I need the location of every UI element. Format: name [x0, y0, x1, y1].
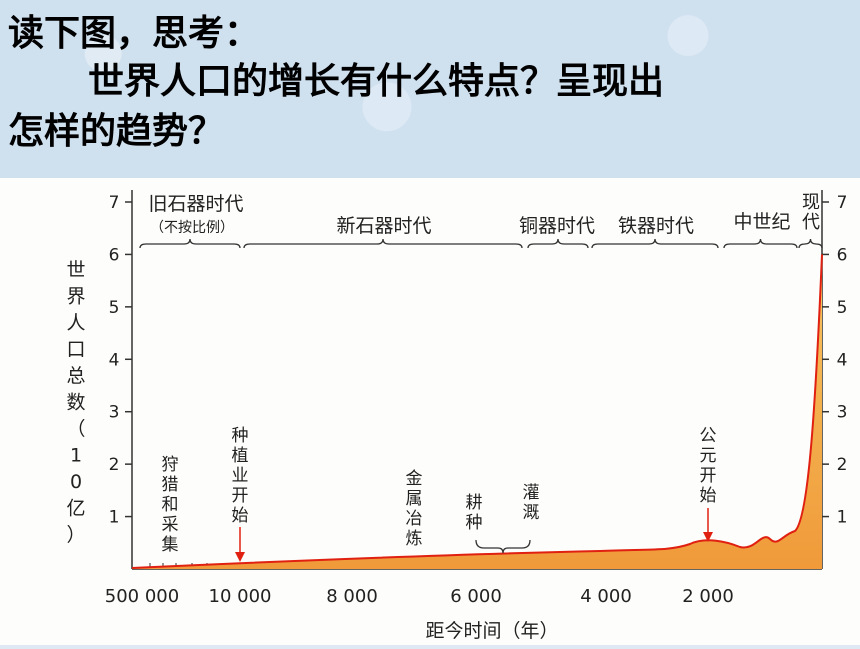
annotation-cultivation-char: 耕	[466, 493, 483, 513]
annotation-metal-smelting-char: 炼	[406, 529, 423, 549]
population-chart: 1 1 2 2 3 3 4 4 5 5 6 6 7 7 500 000 10 000 8 000 6 000 4 0…	[0, 178, 860, 645]
y-axis-title-char: 数	[66, 392, 85, 414]
y-tick-label-right: 5	[837, 298, 848, 318]
annotation-hunting-char: 狩	[162, 455, 179, 475]
era-label: 现代	[802, 192, 820, 233]
era-brace	[527, 238, 589, 249]
question-panel: 读下图，思考： 世界人口的增长有什么特点？呈现出 怎样的趋势？	[0, 0, 860, 178]
x-tick-label: 4 000	[580, 586, 632, 607]
y-tick-label-left: 5	[109, 298, 120, 318]
y-tick-label-right: 4	[837, 350, 848, 370]
annotation-brace	[475, 539, 531, 554]
annotation-ce-start-char: 始	[700, 486, 717, 506]
annotation-cultivation-char: 种	[466, 513, 483, 533]
x-tick-label: 500 000	[105, 586, 179, 607]
era-label-char: 代	[802, 212, 820, 233]
annotation-irrigation-char: 灌	[523, 483, 540, 503]
annotation-ce-start-char: 公	[700, 426, 717, 446]
era-label: 中世纪	[733, 211, 790, 233]
y-axis-title-char: ）	[66, 524, 85, 546]
y-tick-label-left: 3	[109, 403, 120, 423]
annotation-cultivation: 耕种	[466, 493, 483, 533]
y-axis-title-char: （	[66, 418, 85, 440]
annotation-farming-start-char: 开	[232, 486, 249, 506]
era-label: 旧石器时代	[148, 193, 243, 215]
era-label-char: 现	[802, 192, 820, 213]
annotation-hunting-char: 和	[162, 495, 179, 515]
annotation-metal-smelting-char: 金	[406, 469, 423, 489]
y-axis-title-char: 总	[66, 365, 85, 387]
y-tick-label-right: 3	[837, 403, 848, 423]
arrow-ce-start-head	[703, 532, 713, 542]
y-axis-title-char: 人	[66, 312, 85, 334]
annotation-hunting-char: 猎	[162, 475, 179, 495]
question-line-1: 读下图，思考：	[8, 13, 261, 54]
annotation-irrigation: 灌溉	[523, 483, 540, 523]
x-tick-label: 6 000	[450, 586, 502, 607]
era-brace	[139, 238, 241, 249]
annotation-irrigation-char: 溉	[523, 503, 540, 523]
annotation-farming-start-char: 始	[232, 506, 249, 526]
era-label: 新石器时代	[336, 215, 431, 237]
y-axis-title-char: 口	[66, 339, 85, 361]
y-tick-label-left: 6	[109, 245, 120, 265]
annotation-hunting-char: 集	[162, 535, 179, 555]
population-series-line	[131, 254, 823, 569]
y-tick-label-left: 1	[109, 508, 120, 528]
y-tick-label-right: 1	[837, 508, 848, 528]
y-tick-label-right: 7	[837, 193, 848, 213]
era-brace	[723, 238, 798, 249]
question-line-2: 世界人口的增长有什么特点？呈现出	[88, 61, 665, 102]
era-label: 铁器时代	[618, 215, 694, 237]
era-label: 铜器时代	[519, 215, 595, 237]
x-tick-label: 2 000	[682, 586, 734, 607]
x-tick-label: 8 000	[326, 586, 378, 607]
annotation-ce-start-char: 开	[700, 466, 717, 486]
y-axis-title-char: 界	[66, 286, 85, 308]
y-tick-label-right: 2	[837, 455, 848, 475]
annotation-hunting-char: 采	[162, 515, 179, 535]
annotation-farming-start-char: 种	[232, 426, 249, 446]
arrow-farming-start-head	[235, 552, 245, 562]
y-axis-title-char: 世	[66, 259, 85, 281]
population-chart-svg: 1 1 2 2 3 3 4 4 5 5 6 6 7 7 500 000 10 000 8 000 6 000 4 0…	[66, 190, 848, 642]
annotation-farming-start-char: 植	[232, 446, 249, 466]
annotation-farming-start-char: 业	[232, 466, 249, 486]
x-tick-label: 10 000	[209, 586, 272, 607]
y-tick-label-left: 4	[109, 350, 120, 370]
era-brace	[591, 238, 719, 249]
question-line-3: 怎样的趋势？	[8, 111, 225, 152]
y-tick-label-right: 6	[837, 245, 848, 265]
y-axis-title-char: 1	[70, 445, 82, 467]
era-brace	[798, 238, 823, 249]
y-axis-title-char: 亿	[66, 498, 85, 520]
x-axis-title: 距今时间（年）	[425, 620, 558, 642]
y-axis-title-char: 0	[70, 471, 82, 493]
y-tick-label-left: 2	[109, 455, 120, 475]
era-brace	[243, 238, 523, 249]
annotation-metal-smelting-char: 属	[406, 489, 423, 509]
not-to-scale-note: （不按比例）	[150, 220, 234, 236]
annotation-metal-smelting-char: 冶	[406, 509, 423, 529]
y-tick-label-left: 7	[109, 193, 120, 213]
annotation-ce-start-char: 元	[700, 446, 717, 466]
